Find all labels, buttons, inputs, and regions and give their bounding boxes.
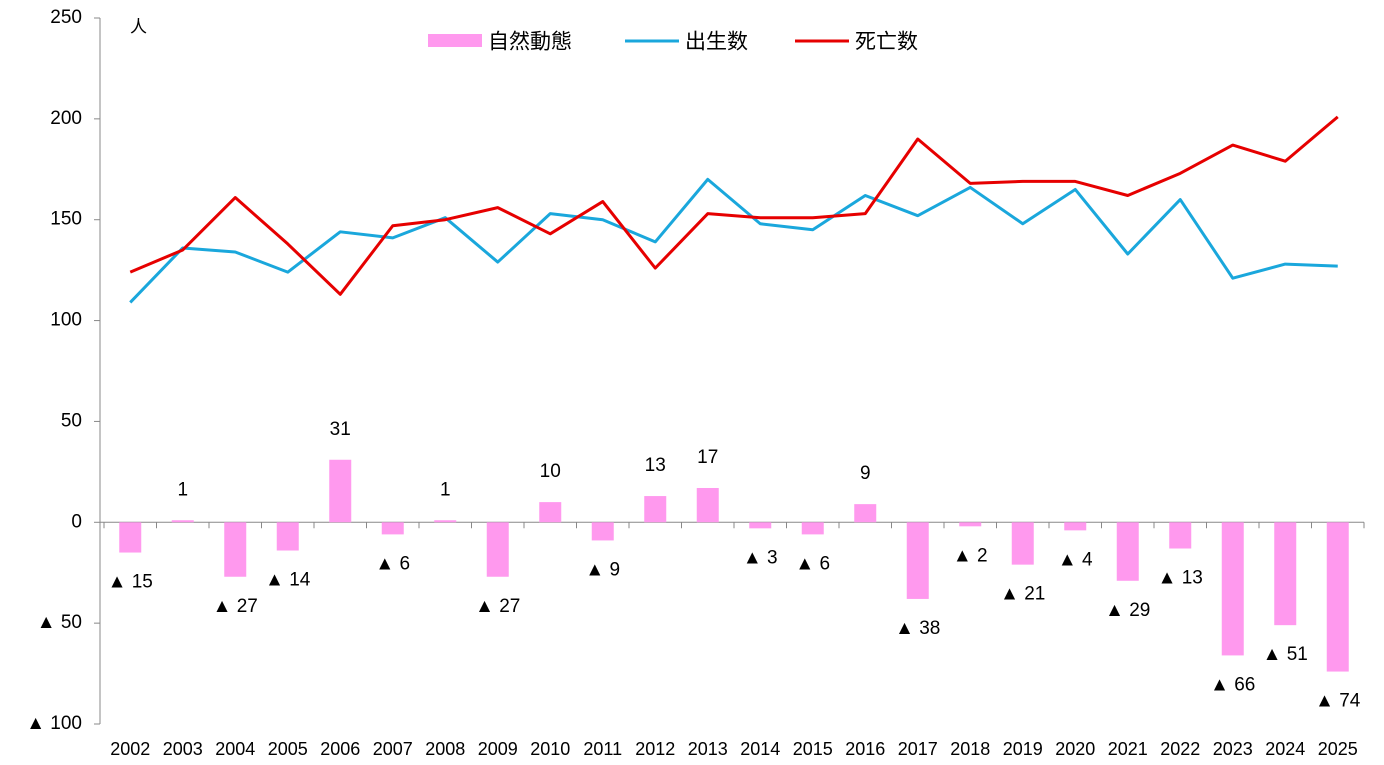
bar	[749, 522, 772, 529]
x-tick-label: 2025	[1318, 739, 1358, 759]
bar-value-label: ▲ 29	[1105, 600, 1150, 621]
bar-value-label: ▲ 13	[1158, 568, 1203, 589]
legend-label: 自然動態	[488, 31, 572, 54]
bar	[1011, 522, 1034, 565]
x-tick-label: 2023	[1213, 739, 1253, 759]
x-tick-label: 2018	[950, 739, 990, 759]
x-tick-label: 2004	[215, 739, 255, 759]
x-tick-label: 2009	[478, 739, 518, 759]
unit-label: 人	[130, 17, 147, 36]
bar	[854, 504, 877, 523]
x-tick-label: 2005	[268, 739, 308, 759]
y-tick-label: 250	[50, 7, 82, 28]
bar	[1221, 522, 1244, 656]
bar	[1326, 522, 1349, 672]
x-tick-label: 2010	[530, 739, 570, 759]
x-tick-label: 2019	[1003, 739, 1043, 759]
bar	[434, 520, 457, 523]
x-tick-label: 2015	[793, 739, 833, 759]
x-tick-label: 2006	[320, 739, 360, 759]
bar	[1116, 522, 1139, 581]
line	[129, 115, 1339, 296]
x-tick-label: 2013	[688, 739, 728, 759]
bar	[381, 522, 404, 535]
bar-value-label: 1	[177, 479, 188, 500]
bar-value-label: 13	[645, 455, 666, 476]
bar-value-label: ▲ 27	[213, 596, 258, 617]
x-tick-label: 2022	[1160, 739, 1200, 759]
bar-value-label: ▲ 15	[108, 572, 153, 593]
x-tick-label: 2011	[583, 739, 622, 759]
x-tick-label: 2007	[373, 739, 413, 759]
x-tick-label: 2014	[740, 739, 780, 759]
y-tick-label: ▲ 100	[26, 713, 82, 734]
bar-value-label: ▲ 74	[1315, 691, 1361, 712]
bar	[119, 522, 142, 553]
y-tick-label: 0	[71, 511, 82, 532]
bar-value-label: 17	[697, 447, 718, 468]
bar	[329, 459, 352, 523]
x-tick-label: 2020	[1055, 739, 1095, 759]
bar	[696, 487, 719, 523]
bar-value-label: ▲ 27	[475, 596, 520, 617]
bar-value-label: ▲ 51	[1263, 644, 1308, 665]
bar	[801, 522, 824, 535]
bar-value-label: ▲ 6	[375, 553, 410, 574]
bar	[224, 522, 247, 577]
y-tick-label: 150	[50, 209, 82, 230]
line	[129, 177, 1338, 304]
bar-value-label: 31	[330, 419, 351, 440]
y-tick-label: ▲ 50	[37, 612, 82, 633]
y-tick-label: 200	[50, 108, 82, 129]
legend-label: 出生数	[685, 31, 748, 54]
bar-value-label: ▲ 4	[1058, 549, 1093, 570]
y-tick-label: 50	[61, 410, 82, 431]
x-tick-label: 2012	[635, 739, 675, 759]
legend-swatch	[428, 34, 482, 47]
bar	[644, 496, 667, 523]
bar	[539, 502, 562, 523]
bar	[1169, 522, 1192, 549]
x-tick-label: 2008	[425, 739, 465, 759]
bar	[906, 522, 929, 599]
x-tick-label: 2003	[163, 739, 203, 759]
x-tick-label: 2002	[110, 739, 150, 759]
bar-value-label: ▲ 9	[585, 559, 620, 580]
bar-value-label: 1	[440, 479, 451, 500]
bar	[276, 522, 299, 551]
bar	[486, 522, 509, 577]
bar-value-label: 9	[860, 463, 871, 484]
bar	[171, 520, 194, 523]
bar	[591, 522, 614, 541]
bar-value-label: ▲ 66	[1210, 674, 1255, 695]
bar-value-label: ▲ 14	[265, 570, 311, 591]
x-tick-label: 2024	[1265, 739, 1305, 759]
legend-label: 死亡数	[855, 31, 918, 54]
bar	[959, 522, 982, 527]
x-tick-label: 2016	[845, 739, 885, 759]
bar-value-label: ▲ 2	[953, 545, 988, 566]
bar-value-label: ▲ 38	[895, 618, 940, 639]
bar	[1064, 522, 1087, 531]
bar-value-label: ▲ 6	[795, 553, 830, 574]
bar-value-label: ▲ 21	[1000, 584, 1045, 605]
y-tick-label: 100	[50, 310, 82, 331]
bar	[1274, 522, 1297, 626]
x-tick-label: 2021	[1108, 739, 1148, 759]
x-tick-label: 2017	[898, 739, 938, 759]
bar-value-label: 10	[540, 461, 561, 482]
bar-value-label: ▲ 3	[743, 547, 778, 568]
